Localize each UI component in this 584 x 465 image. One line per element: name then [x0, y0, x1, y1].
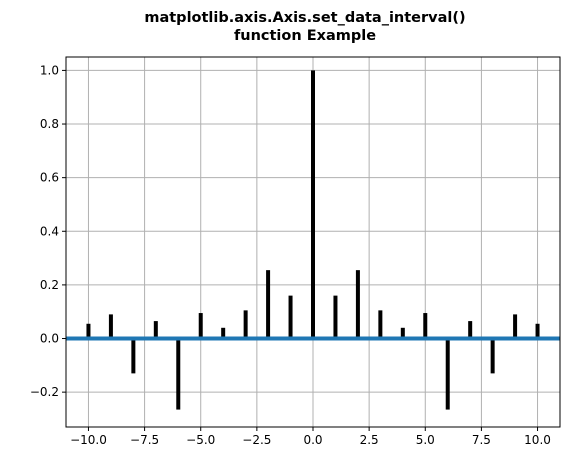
bar: [490, 338, 495, 374]
bar: [423, 313, 428, 339]
bar: [86, 323, 91, 339]
y-tick-label: 1.0: [40, 63, 59, 77]
bar: [378, 310, 383, 339]
y-tick-label: 0.4: [40, 224, 59, 238]
bar: [243, 310, 248, 339]
chart-title-line-1: matplotlib.axis.Axis.set_data_interval(): [144, 10, 465, 26]
bar: [153, 321, 158, 339]
x-tick-label: 5.0: [416, 433, 435, 447]
x-tick-label: 7.5: [472, 433, 491, 447]
bar: [131, 338, 136, 374]
bar: [266, 270, 271, 339]
y-tick-label: 0.6: [40, 171, 59, 185]
y-tick-label: 0.0: [40, 332, 59, 346]
x-tick-label: −7.5: [130, 433, 159, 447]
bars: [86, 70, 540, 410]
chart-title-line-2: function Example: [234, 28, 376, 44]
x-tick-label: 10.0: [524, 433, 551, 447]
x-tick-label: −2.5: [242, 433, 271, 447]
bar: [355, 270, 360, 339]
y-tick-label: −0.2: [30, 385, 59, 399]
bar: [108, 314, 113, 339]
x-tick-label: −5.0: [186, 433, 215, 447]
y-axis: −0.2 0.0 0.2 0.4 0.6 0.8 1.0: [30, 63, 66, 399]
x-tick-label: 2.5: [360, 433, 379, 447]
bar: [221, 327, 226, 339]
bar: [176, 338, 181, 410]
y-tick-label: 0.2: [40, 278, 59, 292]
bar: [311, 70, 315, 339]
bar: [468, 321, 473, 339]
x-tick-label: 0.0: [303, 433, 322, 447]
x-tick-label: −10.0: [70, 433, 107, 447]
bar: [288, 295, 293, 339]
bar: [333, 295, 338, 339]
bar: [198, 313, 203, 339]
y-tick-label: 0.8: [40, 117, 59, 131]
bar: [513, 314, 518, 339]
bar: [400, 327, 405, 339]
x-axis: −10.0 −7.5 −5.0 −2.5 0.0 2.5 5.0 7.5 10.0: [70, 427, 551, 447]
bar: [445, 338, 450, 410]
bar: [535, 323, 540, 339]
